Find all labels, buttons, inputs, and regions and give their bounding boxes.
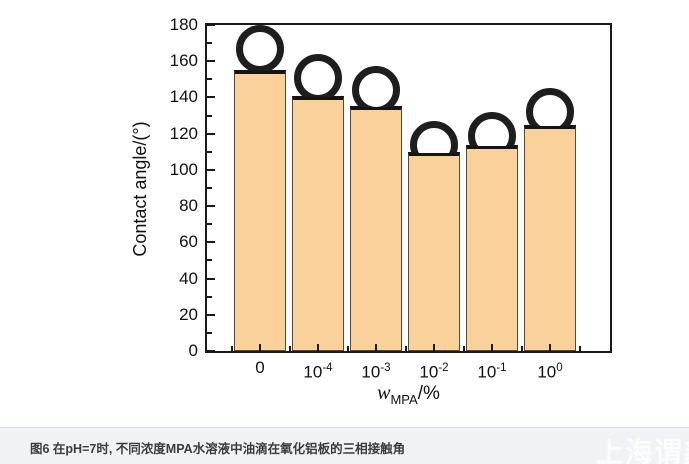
y-major-tick [207,168,215,171]
y-minor-tick [207,78,212,81]
x-minor-tick [463,346,465,351]
oil-droplet-image [293,53,343,97]
bar [292,96,344,351]
x-major-tick [491,344,493,351]
y-minor-tick [207,187,212,189]
plot-area [205,23,612,353]
watermark: 上海谓鑫 [596,437,689,464]
x-minor-tick [405,346,407,351]
y-tick-label: 60 [179,232,198,252]
bar [466,145,518,351]
y-minor-tick [207,331,212,334]
y-major-tick [207,60,215,63]
oil-droplet-image [467,111,517,146]
bar [524,125,576,351]
y-minor-tick [207,114,212,117]
y-tick-label: 160 [169,51,198,71]
y-major-tick [207,241,215,244]
y-minor-tick [207,42,212,45]
y-major-tick [207,313,215,316]
y-major-tick [207,24,215,26]
y-axis-title: Contact angle/(°) [130,121,150,257]
y-tick-label: 180 [169,15,198,34]
x-tick-label: 10-1 [477,362,507,382]
x-tick-label: 10-3 [361,362,391,382]
x-tick-label: 10-2 [419,362,449,382]
bar [408,152,460,351]
y-minor-tick [207,295,212,298]
x-major-tick [433,344,435,351]
y-major-tick [207,277,215,280]
x-major-tick [259,344,261,351]
y-minor-tick [207,259,212,262]
x-major-tick [549,344,551,351]
y-minor-tick [207,150,212,153]
oil-droplet-image [351,65,401,107]
y-tick-label: 100 [169,159,198,179]
figure-caption: 图6 在pH=7时, 不同浓度MPA水溶液中油滴在氧化铝板的三相接触角 [30,442,406,456]
bar [234,70,286,351]
y-major-tick [207,132,215,135]
caption-bar: 图6 在pH=7时, 不同浓度MPA水溶液中油滴在氧化铝板的三相接触角 [0,427,689,464]
x-tick-label: 100 [537,362,563,382]
y-major-tick [207,205,215,208]
y-tick-label: 120 [169,123,198,143]
x-major-tick [375,344,377,351]
x-axis-title: wMPA/% [377,382,440,407]
x-minor-tick [347,346,349,351]
x-minor-tick [579,346,581,351]
x-tick-label: 10-4 [303,362,333,382]
x-major-tick [317,344,319,351]
oil-droplet-image [409,120,459,153]
y-tick-label: 40 [179,268,198,288]
y-tick-label: 20 [179,304,198,324]
y-tick-label: 0 [188,341,198,360]
oil-droplet-image [235,24,285,71]
y-major-tick [207,350,215,352]
x-tick-label: 0 [255,358,265,377]
y-tick-label: 140 [169,87,198,107]
y-major-tick [207,96,215,99]
y-minor-tick [207,223,212,226]
x-minor-tick [231,346,233,351]
y-tick-label: 80 [179,196,198,216]
oil-droplet-image [525,87,575,126]
bar [350,106,402,351]
x-minor-tick [289,346,291,351]
x-minor-tick [521,346,523,351]
